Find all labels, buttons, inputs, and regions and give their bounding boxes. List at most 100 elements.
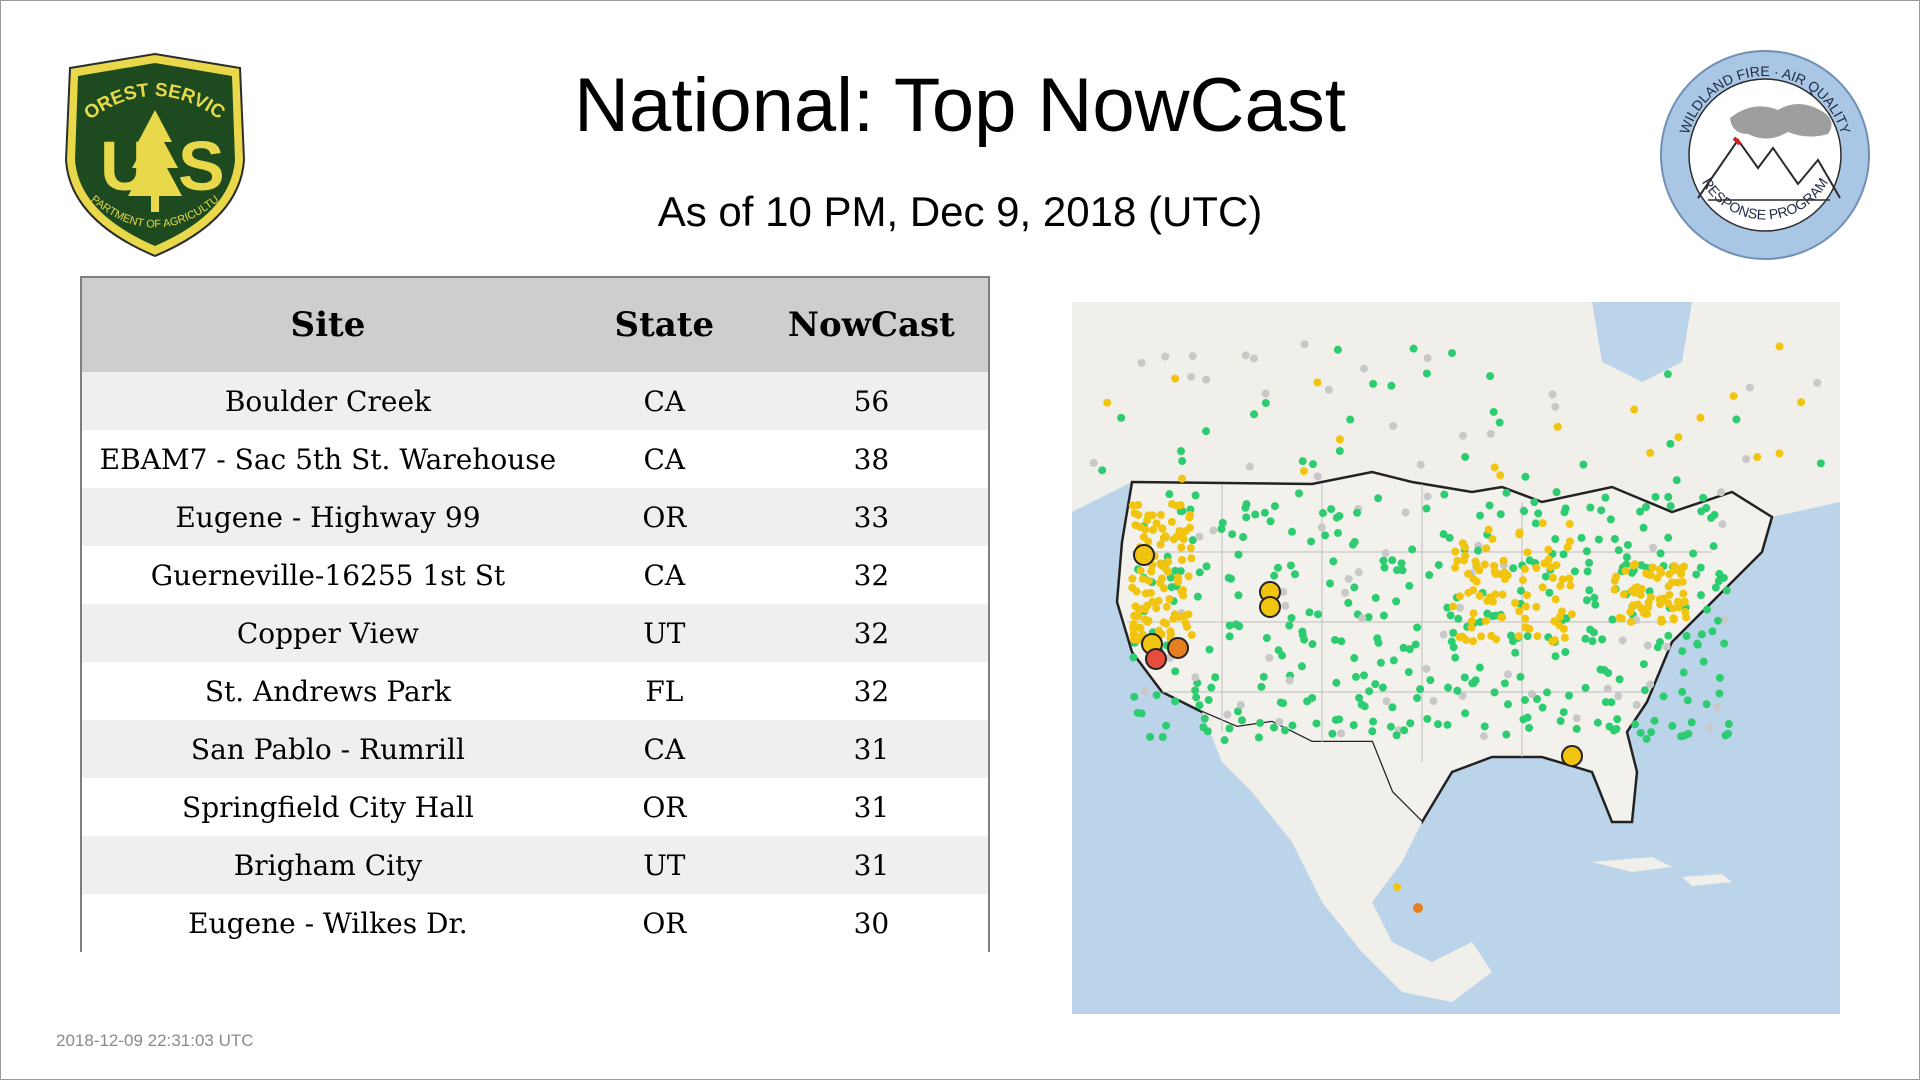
monitor-marker [1387,381,1396,390]
monitor-marker [1665,590,1674,599]
monitor-marker [1527,689,1536,698]
monitor-marker [1234,550,1243,559]
monitor-marker [1678,687,1687,696]
monitor-marker [1714,616,1723,625]
monitor-marker [1202,562,1211,571]
monitor-marker [1636,590,1645,599]
top-nowcast-table: Site State NowCast Boulder Creek CA 56 E… [80,276,990,952]
monitor-map [1072,302,1840,1014]
monitor-marker [1376,658,1385,667]
cell-site: Copper View [236,616,420,650]
monitor-marker [1131,521,1140,530]
cell-state: OR [642,790,687,824]
cell-site: Guerneville-16255 1st St [150,558,506,592]
monitor-marker [1404,668,1413,677]
cell-nowcast: 33 [853,500,890,534]
monitor-marker [1597,506,1606,515]
monitor-marker [1521,623,1530,632]
monitor-marker [1353,508,1362,517]
monitor-marker [1211,673,1220,682]
monitor-marker [1136,566,1145,575]
monitor-marker [1561,648,1570,657]
monitor-marker [1250,354,1259,363]
monitor-marker [1185,523,1194,532]
monitor-marker [1178,555,1187,564]
monitor-marker [1621,566,1630,575]
monitor-marker [1399,643,1408,652]
monitor-marker [1423,492,1432,501]
monitor-marker [1722,586,1731,595]
monitor-marker [1181,619,1190,628]
monitor-marker [1541,572,1550,581]
monitor-marker [1446,611,1455,620]
monitor-marker [1520,696,1529,705]
monitor-marker [1523,591,1532,600]
monitor-marker [1175,526,1184,535]
monitor-marker [1270,571,1279,580]
monitor-marker [1648,563,1657,572]
monitor-marker [1305,608,1314,617]
monitor-marker [1173,573,1182,582]
monitor-marker [1178,457,1187,466]
cell-state: CA [643,384,686,418]
monitor-marker [1168,500,1177,509]
monitor-marker [1195,568,1204,577]
column-header-site: Site [290,305,366,345]
monitor-marker [1434,720,1443,729]
monitor-marker [1449,602,1458,611]
monitor-marker [1471,676,1480,685]
monitor-marker [1503,670,1512,679]
monitor-marker [1273,563,1282,572]
monitor-marker [1171,667,1180,676]
monitor-marker [1565,537,1574,546]
monitor-marker [1425,571,1434,580]
monitor-marker [1453,556,1462,565]
monitor-marker [1556,717,1565,726]
monitor-marker [1657,615,1666,624]
monitor-marker [1582,547,1591,556]
monitor-marker [1313,378,1322,387]
monitor-marker [1178,533,1187,542]
monitor-marker [1270,723,1279,732]
monitor-marker [1718,520,1727,529]
cell-nowcast: 30 [853,906,890,940]
monitor-marker [1335,511,1344,520]
monitor-marker [1641,503,1650,512]
monitor-marker [1516,586,1525,595]
monitor-marker [1300,635,1309,644]
monitor-marker [1422,504,1431,513]
monitor-marker [1144,616,1153,625]
monitor-marker [1228,530,1237,539]
monitor-marker [1158,574,1167,583]
monitor-marker [1713,702,1722,711]
monitor-marker [1416,685,1425,694]
monitor-marker [1692,570,1701,579]
monitor-marker [1538,519,1547,528]
monitor-marker [1631,720,1640,729]
monitor-marker [1241,503,1250,512]
monitor-marker [1227,574,1236,583]
monitor-marker [1131,602,1140,611]
monitor-marker [1649,543,1658,552]
monitor-marker [1668,604,1677,613]
monitor-marker [1570,567,1579,576]
monitor-marker [1165,595,1174,604]
table-row: Boulder Creek CA 56 [82,372,988,430]
monitor-marker [1152,691,1161,700]
monitor-marker [1256,718,1265,727]
monitor-marker [1159,562,1168,571]
monitor-marker [1187,372,1196,381]
monitor-marker [1274,646,1283,655]
monitor-marker [1682,631,1691,640]
monitor-marker [1146,732,1155,741]
monitor-marker [1523,548,1532,557]
monitor-marker [1495,418,1504,427]
monitor-marker [1303,697,1312,706]
monitor-marker [1745,383,1754,392]
monitor-marker [1300,340,1309,349]
monitor-marker [1188,536,1197,545]
table-row: Eugene - Highway 99 OR 33 [82,488,988,546]
monitor-marker [1711,583,1720,592]
monitor-marker [1297,662,1306,671]
monitor-marker [1816,459,1825,468]
